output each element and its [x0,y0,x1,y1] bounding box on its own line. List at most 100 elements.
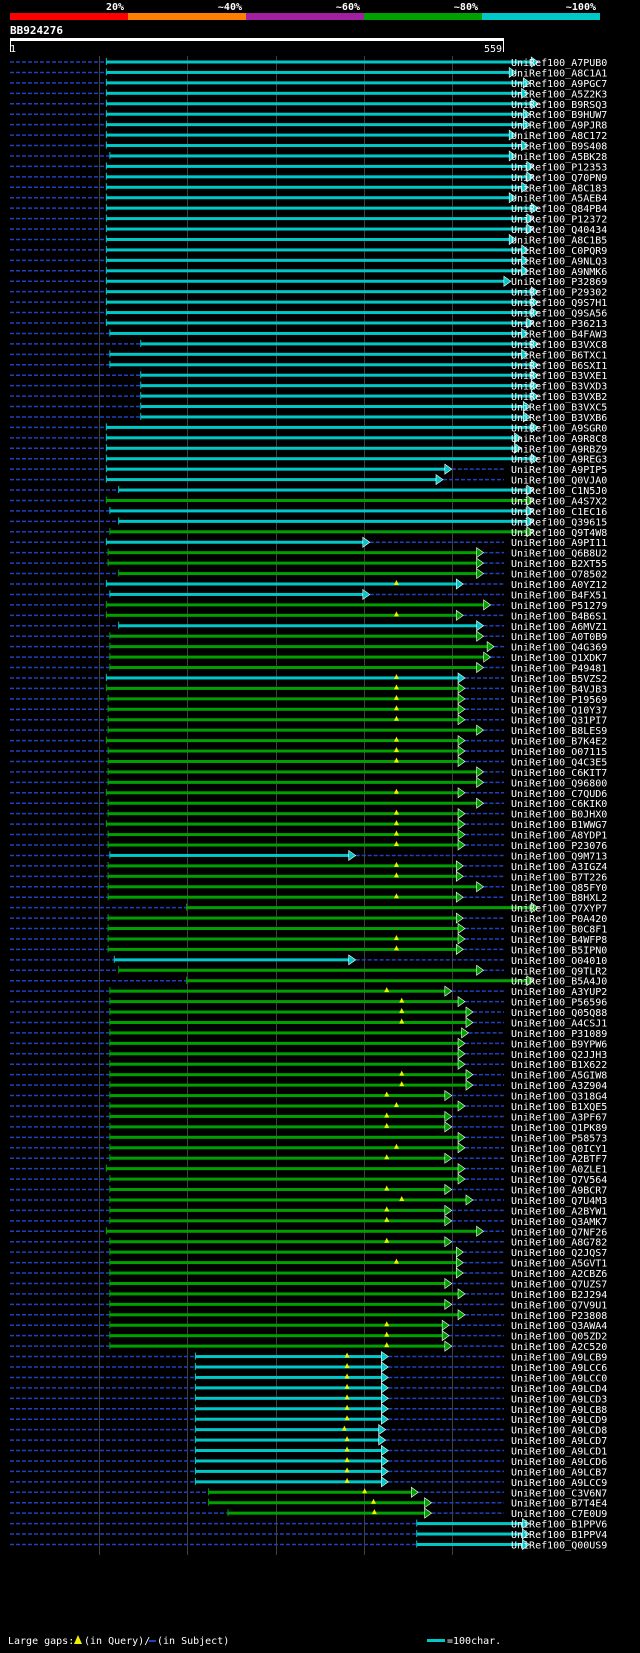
hit-label[interactable]: UniRef100_A9LCD3 [511,1394,607,1405]
hit-row[interactable]: UniRef100_A9LCC6 [10,1361,607,1374]
hit-label[interactable]: UniRef100_B1XQE5 [511,1102,607,1113]
hit-label[interactable]: UniRef100_Q9M713 [511,851,607,862]
hit-label[interactable]: UniRef100_Q05Q88 [511,1008,607,1019]
hit-label[interactable]: UniRef100_C1EC16 [511,507,607,518]
hit-label[interactable]: UniRef100_P56596 [511,998,607,1009]
hit-label[interactable]: UniRef100_B8LES9 [511,726,607,737]
hit-row[interactable]: UniRef100_B0C8F1 [10,922,607,936]
hit-row[interactable]: UniRef100_A8G782 [10,1236,607,1249]
hit-label[interactable]: UniRef100_A9RBZ9 [511,444,607,455]
hit-row[interactable]: UniRef100_B1WWG7 [10,818,607,831]
hit-row[interactable]: UniRef100_B9RSQ3 [10,98,607,111]
hit-row[interactable]: UniRef100_Q40434 [10,223,607,236]
hit-row[interactable]: UniRef100_A5GIW8 [10,1069,607,1082]
hit-label[interactable]: UniRef100_A2C520 [511,1342,607,1353]
hit-label[interactable]: UniRef100_B4FAW3 [511,329,607,340]
hit-label[interactable]: UniRef100_A3PF67 [511,1112,607,1123]
hit-row[interactable]: UniRef100_Q318G4 [10,1089,607,1103]
hit-label[interactable]: UniRef100_P49481 [511,664,607,675]
hit-label[interactable]: UniRef100_A7PUB0 [511,58,607,69]
hit-row[interactable]: UniRef100_Q9S7H1 [10,296,607,309]
hit-label[interactable]: UniRef100_P32869 [511,277,607,288]
hit-label[interactable]: UniRef100_A9REG3 [511,455,607,466]
hit-row[interactable]: UniRef100_P0A420 [10,912,607,925]
hit-row[interactable]: UniRef100_B8HXL2 [10,891,607,904]
hit-label[interactable]: UniRef100_B3VXC8 [511,340,607,351]
hit-label[interactable]: UniRef100_A9LCC6 [511,1363,607,1374]
hit-label[interactable]: UniRef100_A8C172 [511,131,607,142]
hit-label[interactable]: UniRef100_A5BK28 [511,152,607,163]
hit-row[interactable]: UniRef100_B9S408 [10,139,607,153]
hit-row[interactable]: UniRef100_A3PF67 [10,1110,607,1123]
hit-row[interactable]: UniRef100_A3YUP2 [10,985,607,998]
hit-row[interactable]: UniRef100_A9R8C8 [10,432,607,445]
hit-row[interactable]: UniRef100_A2BTF7 [10,1152,607,1165]
hit-label[interactable]: UniRef100_A5Z2K3 [511,89,607,100]
hit-row[interactable]: UniRef100_A9NLQ3 [10,254,607,267]
hit-label[interactable]: UniRef100_A9LCD8 [511,1426,607,1437]
hit-label[interactable]: UniRef100_B7K4E2 [511,737,607,748]
hit-row[interactable]: UniRef100_P32869 [10,275,607,288]
hit-row[interactable]: UniRef100_C7E0U9 [10,1507,607,1520]
hit-label[interactable]: UniRef100_Q0VJA0 [511,476,607,487]
hit-row[interactable]: UniRef100_A9NMK6 [10,265,607,278]
hit-label[interactable]: UniRef100_Q9SA56 [511,309,607,320]
hit-row[interactable]: UniRef100_A5Z2K3 [10,87,607,100]
hit-label[interactable]: UniRef100_B5IPN0 [511,945,607,956]
hit-label[interactable]: UniRef100_A0ZLE1 [511,1165,607,1176]
hit-label[interactable]: UniRef100_A5AEB4 [511,194,607,205]
hit-row[interactable]: UniRef100_B2XT55 [10,557,607,570]
hit-row[interactable]: UniRef100_A7PUB0 [10,56,607,69]
hit-label[interactable]: UniRef100_A9LCB9 [511,1353,607,1364]
hit-label[interactable]: UniRef100_P23808 [511,1311,607,1322]
hit-row[interactable]: UniRef100_B0JHX0 [10,808,607,821]
hit-label[interactable]: UniRef100_Q3AWA4 [511,1321,607,1332]
hit-row[interactable]: UniRef100_P12372 [10,213,607,226]
hit-row[interactable]: UniRef100_Q10Y37 [10,703,607,716]
hit-label[interactable]: UniRef100_A5GVT1 [511,1259,607,1270]
hit-label[interactable]: UniRef100_A9BCR7 [511,1186,607,1197]
hit-label[interactable]: UniRef100_Q39615 [511,517,607,528]
hit-label[interactable]: UniRef100_C7E0U9 [511,1509,607,1520]
hit-row[interactable]: UniRef100_C3V6N7 [10,1486,607,1499]
hit-label[interactable]: UniRef100_O07115 [511,747,607,758]
hit-label[interactable]: UniRef100_Q4C3E5 [511,757,607,768]
hit-row[interactable]: UniRef100_A3Z904 [10,1079,607,1092]
hit-row[interactable]: UniRef100_P31089 [10,1027,607,1040]
hit-row[interactable]: UniRef100_Q85FY0 [10,881,607,894]
hit-label[interactable]: UniRef100_Q05ZD2 [511,1332,607,1343]
hit-label[interactable]: UniRef100_C1N5J0 [511,486,607,497]
hit-row[interactable]: UniRef100_A3IGZ4 [10,860,607,873]
hit-label[interactable]: UniRef100_B6SXI1 [511,361,607,372]
hit-label[interactable]: UniRef100_P58573 [511,1133,607,1144]
hit-row[interactable]: UniRef100_P36213 [10,317,607,330]
hit-label[interactable]: UniRef100_P23076 [511,841,607,852]
hit-row[interactable]: UniRef100_A9PJR8 [10,119,607,132]
hit-row[interactable]: UniRef100_B9YPW6 [10,1037,607,1050]
hit-row[interactable]: UniRef100_A8C183 [10,181,607,194]
hit-label[interactable]: UniRef100_B9HUW7 [511,110,607,121]
hit-row[interactable]: UniRef100_Q05Q88 [10,1006,607,1019]
hit-label[interactable]: UniRef100_A9R8C8 [511,434,607,445]
hit-row[interactable]: UniRef100_Q1PK89 [10,1121,607,1134]
hit-row[interactable]: UniRef100_P23808 [10,1309,607,1322]
hit-label[interactable]: UniRef100_A5GIW8 [511,1071,607,1082]
hit-label[interactable]: UniRef100_A9PJR8 [511,121,607,132]
hit-row[interactable]: UniRef100_A9PIP5 [10,463,607,476]
hit-label[interactable]: UniRef100_P29302 [511,288,607,299]
hit-label[interactable]: UniRef100_P31089 [511,1029,607,1040]
hit-label[interactable]: UniRef100_A6MVZ1 [511,622,607,633]
hit-row[interactable]: UniRef100_A9PGC7 [10,77,607,90]
hit-row[interactable]: UniRef100_Q9M713 [10,849,607,862]
hit-label[interactable]: UniRef100_B5A4J0 [511,977,607,988]
hit-label[interactable]: UniRef100_A4CSJ1 [511,1018,607,1029]
hit-label[interactable]: UniRef100_P51279 [511,601,607,612]
hit-label[interactable]: UniRef100_Q31PI7 [511,716,607,727]
hit-row[interactable]: UniRef100_B1PPV6 [10,1518,607,1531]
hit-row[interactable]: UniRef100_C1EC16 [10,505,607,518]
hit-label[interactable]: UniRef100_B0JHX0 [511,810,607,821]
hit-label[interactable]: UniRef100_A9PI11 [511,538,607,549]
hit-row[interactable]: UniRef100_B7K4E2 [10,735,607,748]
hit-label[interactable]: UniRef100_B5VZS2 [511,674,607,685]
hit-label[interactable]: UniRef100_A9NMK6 [511,267,607,278]
